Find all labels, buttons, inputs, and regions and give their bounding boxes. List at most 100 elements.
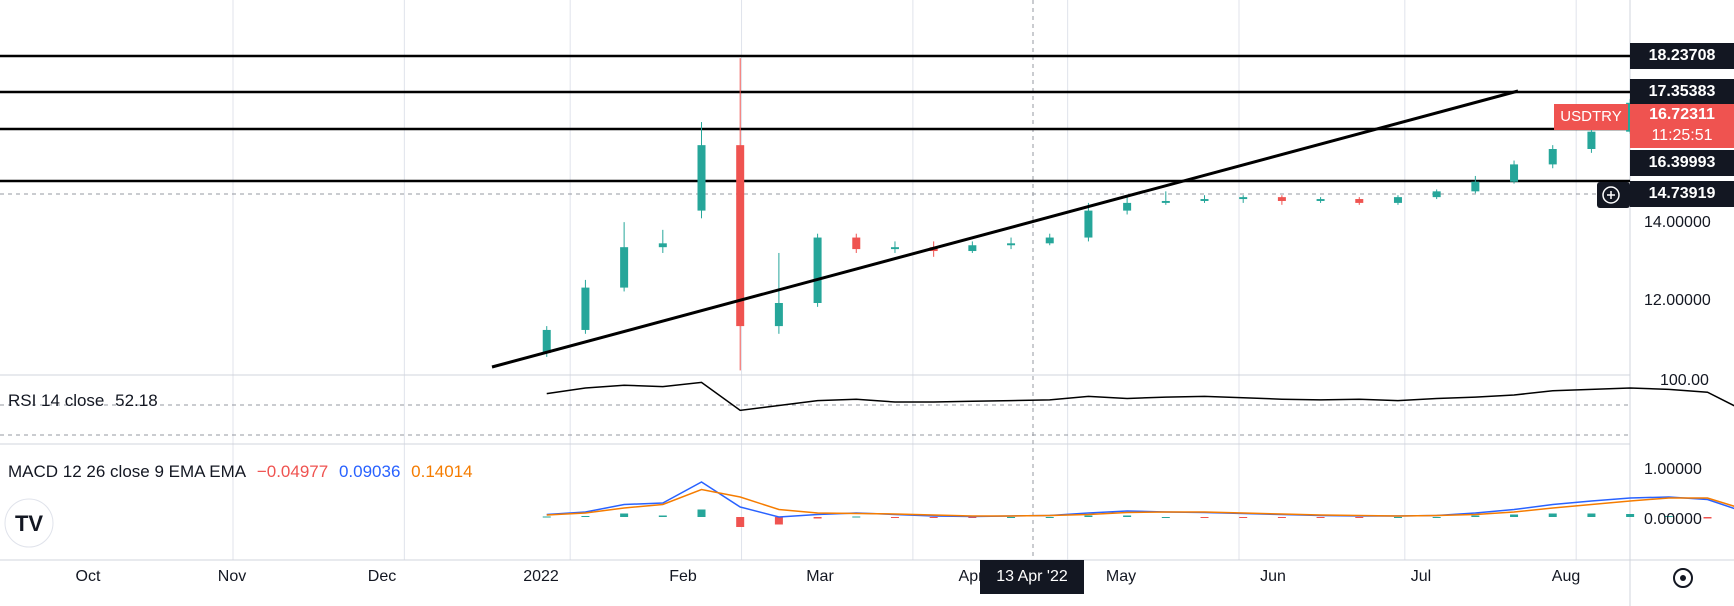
candle-body-4 <box>697 145 706 211</box>
candle-body-12 <box>1007 243 1016 246</box>
macd-bar-7 <box>813 517 822 519</box>
macd-bar-6 <box>774 517 783 525</box>
candle-body-25 <box>1510 164 1519 182</box>
time-tick-3: 2022 <box>523 568 559 585</box>
candle-body-15 <box>1123 202 1132 211</box>
time-tick-1: Nov <box>217 568 247 585</box>
candle-body-6 <box>774 303 783 327</box>
time-tick-9: Jul <box>1410 568 1432 585</box>
macd-bar-24 <box>1471 515 1480 517</box>
candle-body-19 <box>1277 197 1286 201</box>
symbol-tag: USDTRY <box>1554 104 1628 130</box>
macd-bar-30 <box>1703 517 1712 519</box>
macd-legend[interactable]: MACD 12 26 close 9 EMA EMA −0.04977 0.09… <box>8 462 479 482</box>
macd-bar-29 <box>1664 516 1673 517</box>
level-tag-2: 17.35383 <box>1630 79 1734 105</box>
countdown: 11:25:51 <box>1651 127 1713 144</box>
candle-body-0 <box>542 329 551 354</box>
candle-body-22 <box>1393 197 1402 203</box>
macd-label: MACD 12 26 close 9 EMA EMA <box>8 462 247 481</box>
macd-bar-27 <box>1587 513 1596 517</box>
macd-bar-19 <box>1277 517 1286 518</box>
rsi-value: 52.18 <box>115 391 158 410</box>
candle-body-13 <box>1045 237 1054 244</box>
candle-body-3 <box>658 243 667 248</box>
time-tick-7: May <box>1105 568 1137 585</box>
macd-bar-11 <box>968 517 977 518</box>
current-price-tag: 16.72311 11:25:51 <box>1630 104 1734 148</box>
crosshair-date-tag: 13 Apr '22 <box>980 560 1084 594</box>
macd-bar-16 <box>1161 517 1170 518</box>
candle-body-20 <box>1316 199 1325 201</box>
candle-body-23 <box>1432 191 1441 198</box>
macd-bar-17 <box>1200 517 1209 518</box>
candle-body-24 <box>1471 181 1480 192</box>
candle-body-7 <box>813 237 822 303</box>
rsi-legend[interactable]: RSI 14 close 52.18 <box>8 391 164 411</box>
level-tag-1: 18.23708 <box>1630 43 1734 69</box>
macd-bar-21 <box>1355 517 1364 518</box>
candle-body-8 <box>852 237 861 250</box>
signal-line <box>546 488 1734 517</box>
macd-bar-8 <box>852 516 861 518</box>
macd-bar-0 <box>542 516 551 518</box>
trendline-group[interactable] <box>491 89 1519 369</box>
macd-bar-26 <box>1548 513 1557 517</box>
candle-body-26 <box>1548 149 1557 165</box>
rsi-label: RSI 14 close <box>8 391 105 410</box>
current-price: 16.72311 <box>1649 106 1715 123</box>
macd-bar-3 <box>658 515 667 517</box>
candle-body-14 <box>1084 210 1093 238</box>
macd-histogram <box>542 509 1712 527</box>
macd-bar-5 <box>736 517 745 527</box>
candle-body-9 <box>890 247 899 250</box>
macd-bar-9 <box>890 517 899 518</box>
settings-gear-icon[interactable] <box>1673 568 1693 588</box>
candle-body-11 <box>968 245 977 252</box>
signal-line-value: 0.14014 <box>411 462 473 481</box>
macd-bar-13 <box>1045 517 1054 518</box>
candle-body-18 <box>1239 197 1248 200</box>
macd-line-value: 0.09036 <box>338 462 401 481</box>
macd-tick-0: 0.00000 <box>1644 511 1702 528</box>
horizontal-levels[interactable] <box>0 54 1630 183</box>
candle-body-16 <box>1161 200 1170 203</box>
candle-body-17 <box>1200 199 1209 201</box>
trendline <box>491 89 1519 369</box>
rsi-tick-100: 100.00 <box>1660 372 1709 389</box>
macd-bar-15 <box>1123 515 1132 517</box>
macd-bar-10 <box>929 517 938 518</box>
time-tick-2: Dec <box>367 568 397 585</box>
candle-body-1 <box>581 287 590 330</box>
macd-bar-12 <box>1007 517 1016 518</box>
macd-bar-20 <box>1316 517 1325 518</box>
macd-bar-23 <box>1432 517 1441 518</box>
macd-bar-1 <box>581 516 590 517</box>
time-tick-5: Mar <box>806 568 834 585</box>
macd-tick-1: 1.00000 <box>1644 461 1702 478</box>
candle-body-2 <box>620 247 629 288</box>
macd-bar-4 <box>697 509 706 517</box>
price-tick-14: 14.00000 <box>1644 214 1711 231</box>
time-tick-4: Feb <box>669 568 697 585</box>
macd-bar-28 <box>1626 514 1635 517</box>
macd-bar-2 <box>620 513 629 517</box>
rsi-line <box>546 381 1734 412</box>
macd-bar-14 <box>1084 515 1093 517</box>
macd-bar-18 <box>1239 517 1248 518</box>
candle-body-27 <box>1587 131 1596 149</box>
add-alert-icon[interactable] <box>1597 182 1630 208</box>
price-tick-12: 12.00000 <box>1644 292 1711 309</box>
tradingview-logo-text: TV <box>15 511 43 536</box>
macd-hist-value: −0.04977 <box>256 462 329 481</box>
time-tick-0: Oct <box>75 568 101 585</box>
grid-lines <box>232 0 1577 560</box>
crosshair-price-tag: 14.73919 <box>1630 181 1734 207</box>
time-tick-6: Apr <box>958 568 984 585</box>
level-tag-3: 16.39993 <box>1630 150 1734 176</box>
macd-bar-25 <box>1510 514 1519 517</box>
macd-bar-22 <box>1393 517 1402 518</box>
candle-body-21 <box>1355 199 1364 203</box>
